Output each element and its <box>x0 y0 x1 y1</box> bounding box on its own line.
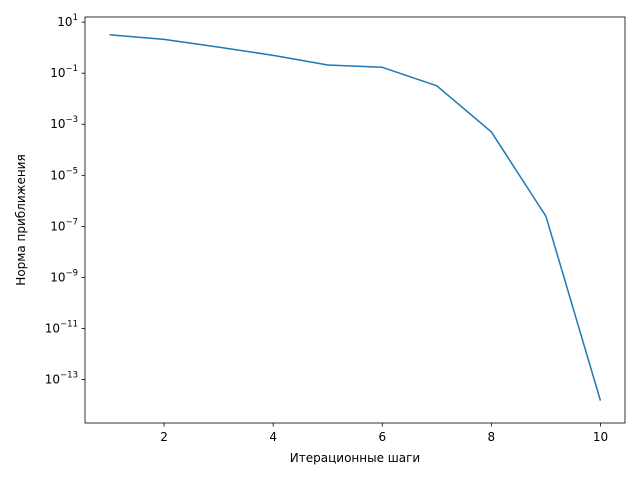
y-tick-label: 10−11 <box>45 320 78 336</box>
x-tick-label: 4 <box>269 430 277 444</box>
y-tick-label: 10−7 <box>50 217 78 233</box>
y-axis-label: Норма приближения <box>14 154 28 285</box>
y-tick-label: 101 <box>57 13 78 29</box>
y-tick-label: 10−9 <box>50 268 78 284</box>
x-tick-label: 8 <box>488 430 496 444</box>
y-tick-label: 10−5 <box>50 166 78 182</box>
x-tick-label: 6 <box>378 430 386 444</box>
x-axis-label: Итерационные шаги <box>290 451 420 465</box>
y-axis-ticks: 101 10−1 10−3 10−5 10−7 10−9 10−11 10−13 <box>45 13 85 387</box>
x-tick-label: 10 <box>593 430 608 444</box>
y-tick-label: 10−1 <box>50 64 78 80</box>
plot-frame <box>84 16 626 424</box>
y-tick-label: 10−13 <box>45 371 78 387</box>
x-axis-ticks: 2 4 6 8 10 <box>160 423 608 444</box>
series-line <box>109 33 602 401</box>
y-tick-label: 10−3 <box>50 115 78 131</box>
x-tick-label: 2 <box>160 430 168 444</box>
plot-area <box>85 17 625 423</box>
